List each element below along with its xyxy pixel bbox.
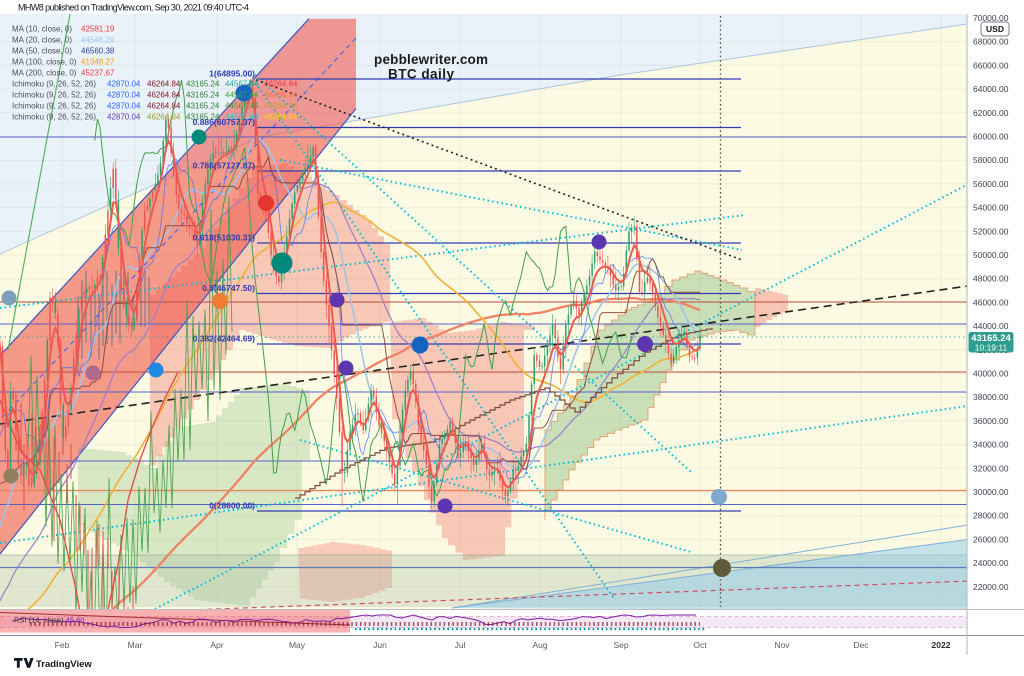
svg-text:46264.84: 46264.84 [264, 102, 298, 111]
svg-text:32000.00: 32000.00 [973, 463, 1009, 473]
svg-text:42581.19: 42581.19 [81, 25, 115, 34]
svg-text:50000.00: 50000.00 [973, 250, 1009, 260]
svg-text:28000.00: 28000.00 [973, 511, 1009, 521]
svg-text:Ichimoku (9, 26, 52, 26): Ichimoku (9, 26, 52, 26) [12, 91, 96, 100]
svg-text:10:19:11: 10:19:11 [975, 343, 1008, 353]
svg-text:TradingView: TradingView [36, 659, 92, 670]
svg-text:43165.24: 43165.24 [186, 80, 220, 89]
svg-text:Mar: Mar [128, 640, 143, 650]
svg-text:Sep: Sep [613, 640, 628, 650]
svg-text:46264.84: 46264.84 [147, 80, 181, 89]
svg-text:pebblewriter.com: pebblewriter.com [374, 52, 488, 67]
svg-text:Feb: Feb [55, 640, 70, 650]
svg-text:42870.04: 42870.04 [107, 91, 141, 100]
svg-text:46264.84: 46264.84 [147, 102, 181, 111]
svg-text:41348.27: 41348.27 [81, 58, 115, 67]
svg-text:Apr: Apr [210, 640, 223, 650]
svg-text:42870.04: 42870.04 [107, 113, 141, 122]
svg-text:30000.00: 30000.00 [973, 487, 1009, 497]
svg-text:Nov: Nov [774, 640, 790, 650]
svg-text:38000.00: 38000.00 [973, 392, 1009, 402]
svg-text:54000.00: 54000.00 [973, 203, 1009, 213]
svg-text:66000.00: 66000.00 [973, 60, 1009, 70]
svg-text:Aug: Aug [532, 640, 547, 650]
svg-text:Ichimoku (9, 26, 52, 26): Ichimoku (9, 26, 52, 26) [12, 113, 96, 122]
svg-text:Jul: Jul [455, 640, 466, 650]
svg-text:RSI (14, close) 45.60: RSI (14, close) 45.60 [14, 616, 84, 625]
svg-text:43165.24: 43165.24 [971, 333, 1011, 344]
svg-text:0.382(42464.69): 0.382(42464.69) [193, 334, 256, 344]
svg-text:48000.00: 48000.00 [973, 274, 1009, 284]
svg-text:68000.00: 68000.00 [973, 37, 1009, 47]
svg-text:MA (20, close, 0): MA (20, close, 0) [12, 36, 72, 45]
svg-text:44567.44: 44567.44 [225, 80, 259, 89]
svg-text:46000.00: 46000.00 [973, 297, 1009, 307]
svg-text:42870.04: 42870.04 [107, 102, 141, 111]
svg-text:MA (50, close, 0): MA (50, close, 0) [12, 47, 72, 56]
svg-text:40000.00: 40000.00 [973, 369, 1009, 379]
svg-text:BTC daily: BTC daily [388, 67, 454, 82]
svg-text:MA (10, close, 0): MA (10, close, 0) [12, 25, 72, 34]
svg-text:May: May [289, 640, 306, 650]
svg-text:46264.84: 46264.84 [264, 113, 298, 122]
svg-text:Dec: Dec [853, 640, 869, 650]
svg-text:24000.00: 24000.00 [973, 558, 1009, 568]
svg-text:0.5(46747.50): 0.5(46747.50) [202, 283, 255, 293]
svg-text:MHW8 published on TradingView.: MHW8 published on TradingView.com, Sep 3… [18, 3, 249, 13]
svg-text:42870.04: 42870.04 [107, 80, 141, 89]
svg-text:MA (100, close, 0): MA (100, close, 0) [12, 58, 77, 67]
svg-text:45237.67: 45237.67 [81, 69, 115, 78]
svg-text:Ichimoku (9, 26, 52, 26): Ichimoku (9, 26, 52, 26) [12, 80, 96, 89]
svg-text:22000.00: 22000.00 [973, 582, 1009, 592]
svg-text:36000.00: 36000.00 [973, 416, 1009, 426]
svg-text:46264.84: 46264.84 [264, 80, 298, 89]
svg-text:Jun: Jun [373, 640, 387, 650]
svg-text:Ichimoku (9, 26, 52, 26): Ichimoku (9, 26, 52, 26) [12, 102, 96, 111]
svg-text:62000.00: 62000.00 [973, 108, 1009, 118]
svg-text:0(28600.00): 0(28600.00) [209, 501, 255, 511]
svg-text:34000.00: 34000.00 [973, 440, 1009, 450]
svg-text:60000.00: 60000.00 [973, 132, 1009, 142]
svg-text:2022: 2022 [932, 640, 951, 650]
svg-text:0.618(51030.31): 0.618(51030.31) [193, 233, 256, 243]
svg-text:43165.24: 43165.24 [186, 91, 220, 100]
svg-text:26000.00: 26000.00 [973, 534, 1009, 544]
svg-text:43165.24: 43165.24 [186, 113, 220, 122]
svg-text:46560.38: 46560.38 [81, 47, 115, 56]
svg-text:58000.00: 58000.00 [973, 155, 1009, 165]
svg-text:46264.84: 46264.84 [264, 91, 298, 100]
svg-text:52000.00: 52000.00 [973, 226, 1009, 236]
svg-text:56000.00: 56000.00 [973, 179, 1009, 189]
svg-text:1(64895.00): 1(64895.00) [209, 69, 255, 79]
svg-text:44000.00: 44000.00 [973, 321, 1009, 331]
svg-text:64000.00: 64000.00 [973, 84, 1009, 94]
svg-text:43165.24: 43165.24 [186, 102, 220, 111]
svg-text:44567.44: 44567.44 [225, 113, 259, 122]
svg-text:0.786(57127.87): 0.786(57127.87) [193, 161, 256, 171]
svg-text:44546.29: 44546.29 [81, 36, 115, 45]
svg-text:USD: USD [986, 24, 1004, 34]
svg-text:MA (200, close, 0): MA (200, close, 0) [12, 69, 77, 78]
svg-text:44567.44: 44567.44 [225, 102, 259, 111]
svg-text:Oct: Oct [693, 640, 707, 650]
svg-text:44567.44: 44567.44 [225, 91, 259, 100]
svg-text:0.886(60757.37): 0.886(60757.37) [193, 117, 256, 127]
svg-text:46264.84: 46264.84 [147, 91, 181, 100]
svg-text:70000.00: 70000.00 [973, 13, 1009, 23]
svg-text:46264.84: 46264.84 [147, 113, 181, 122]
